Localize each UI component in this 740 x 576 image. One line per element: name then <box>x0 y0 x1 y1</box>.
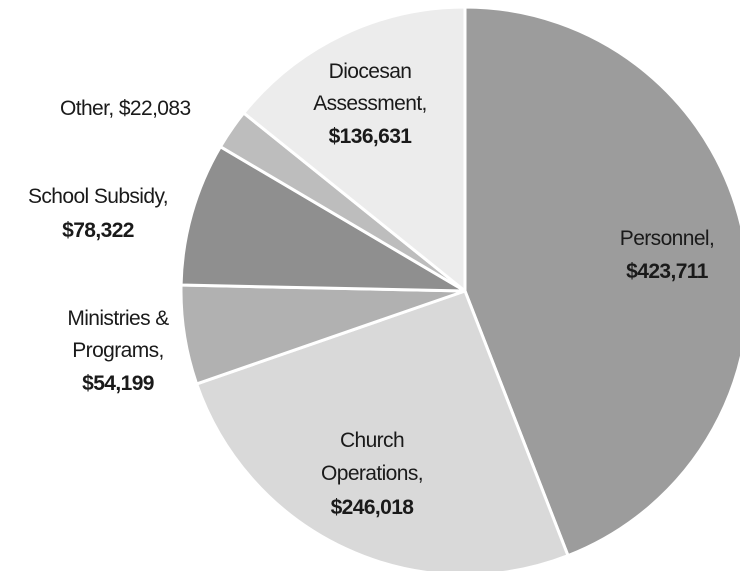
pie-slice-school-subsidy <box>179 145 467 293</box>
pie-slice-diocesan-assessment <box>242 5 467 293</box>
label-personnel-category: Personnel, <box>620 227 714 250</box>
label-church-operations-value: $246,018 <box>331 496 415 519</box>
label-diocesan-category: Diocesan <box>329 60 412 83</box>
label-church-operations-category: Church <box>340 429 404 452</box>
label-school-subsidy-category: School Subsidy, <box>28 185 168 208</box>
pie-slice-personnel <box>463 5 740 558</box>
label-other: Other, $22,083 <box>60 97 191 120</box>
label-personnel-value: $423,711 <box>626 260 709 283</box>
label-ministries-value: $54,199 <box>82 372 154 395</box>
label-ministries-category: Ministries & <box>67 307 169 330</box>
label-school-subsidy-value: $78,322 <box>62 219 134 242</box>
data-labels: Personnel, $423,711 Church Operations, $… <box>28 60 715 519</box>
label-church-operations-category-2: Operations, <box>321 462 423 485</box>
label-diocesan-value: $136,631 <box>329 125 413 148</box>
pie-slices <box>179 5 740 576</box>
label-diocesan-category-2: Assessment, <box>313 92 427 115</box>
label-ministries-category-2: Programs, <box>72 339 163 362</box>
